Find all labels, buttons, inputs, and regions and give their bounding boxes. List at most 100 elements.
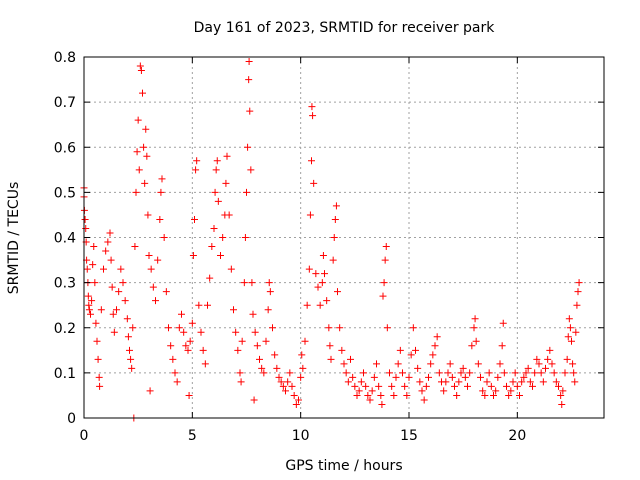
data-point xyxy=(131,243,139,251)
data-point xyxy=(245,76,253,84)
data-point xyxy=(129,324,137,332)
data-point xyxy=(180,328,188,336)
data-point xyxy=(165,324,172,332)
data-point xyxy=(147,265,155,273)
data-point xyxy=(568,337,575,345)
data-point xyxy=(555,382,562,390)
data-point xyxy=(110,328,118,336)
ticks-layer: 0 0.1 0.2 0.3 0.4 0.5 0.6 0.7 0.8 0 5 10 15 20 xyxy=(54,50,604,444)
data-point xyxy=(85,301,93,309)
data-point xyxy=(479,387,487,395)
data-point xyxy=(492,387,500,395)
data-point xyxy=(355,387,363,395)
data-point xyxy=(156,215,164,223)
data-point xyxy=(126,346,133,354)
data-point xyxy=(162,288,170,296)
data-point xyxy=(85,306,93,314)
data-point xyxy=(455,378,463,386)
data-point xyxy=(378,400,386,408)
data-point xyxy=(490,391,497,399)
data-point xyxy=(256,355,263,363)
data-point xyxy=(185,391,193,399)
data-point xyxy=(175,324,183,332)
data-point xyxy=(132,188,140,196)
data-point xyxy=(407,351,415,359)
data-point xyxy=(550,369,558,377)
data-point xyxy=(87,310,94,318)
data-point xyxy=(232,328,240,336)
data-point xyxy=(499,319,507,327)
data-point xyxy=(399,369,406,377)
data-point xyxy=(353,391,361,399)
y-tick-label: 0.8 xyxy=(54,50,76,66)
data-point xyxy=(312,270,320,278)
data-point xyxy=(188,319,196,327)
data-point xyxy=(243,188,250,196)
data-point xyxy=(241,234,249,241)
data-point xyxy=(152,297,159,305)
data-point xyxy=(573,301,581,309)
data-point xyxy=(503,382,510,390)
data-point xyxy=(128,364,136,372)
data-point xyxy=(537,369,545,377)
data-point xyxy=(500,369,508,377)
data-point xyxy=(360,369,367,377)
data-point xyxy=(113,306,120,314)
data-point xyxy=(323,297,331,305)
data-point xyxy=(117,265,125,273)
x-axis-label: GPS time / hours xyxy=(285,458,402,474)
data-point xyxy=(182,342,190,350)
data-point xyxy=(496,360,504,368)
x-tick-label: 10 xyxy=(292,428,310,444)
data-point xyxy=(146,387,154,395)
data-point xyxy=(157,188,165,196)
data-point xyxy=(472,337,480,345)
data-point xyxy=(266,288,274,296)
data-point xyxy=(548,360,556,368)
data-point xyxy=(448,373,456,381)
data-point xyxy=(133,148,141,156)
data-point xyxy=(121,297,129,305)
data-point xyxy=(327,355,335,363)
data-point xyxy=(396,346,404,354)
data-point xyxy=(326,342,334,350)
data-point xyxy=(211,188,219,196)
data-point xyxy=(418,387,426,395)
data-series xyxy=(80,58,583,422)
data-point xyxy=(559,387,567,395)
data-point xyxy=(420,396,428,404)
data-point xyxy=(108,283,116,291)
data-point xyxy=(265,279,273,287)
data-point xyxy=(403,391,411,399)
data-point xyxy=(405,373,413,381)
data-point xyxy=(234,346,242,354)
data-point xyxy=(357,378,365,386)
data-point xyxy=(249,310,257,318)
data-point xyxy=(142,125,150,133)
data-point xyxy=(383,324,391,332)
data-point xyxy=(246,107,254,115)
data-point xyxy=(442,378,450,386)
data-point xyxy=(394,360,402,368)
data-point xyxy=(305,265,313,273)
data-point xyxy=(247,166,255,174)
data-point xyxy=(539,378,547,386)
data-point xyxy=(301,337,309,345)
data-point xyxy=(107,256,115,264)
data-point xyxy=(264,306,272,314)
data-point xyxy=(136,62,144,70)
data-point xyxy=(464,382,471,390)
data-point xyxy=(306,211,314,219)
data-point xyxy=(461,373,469,381)
data-point xyxy=(379,292,387,300)
data-point xyxy=(332,202,340,210)
data-point xyxy=(470,324,478,332)
data-point xyxy=(135,166,143,174)
data-point xyxy=(295,396,302,404)
data-point xyxy=(169,355,177,363)
data-point xyxy=(227,265,235,273)
data-point xyxy=(277,378,285,386)
data-point xyxy=(546,346,554,354)
data-point xyxy=(513,382,521,390)
